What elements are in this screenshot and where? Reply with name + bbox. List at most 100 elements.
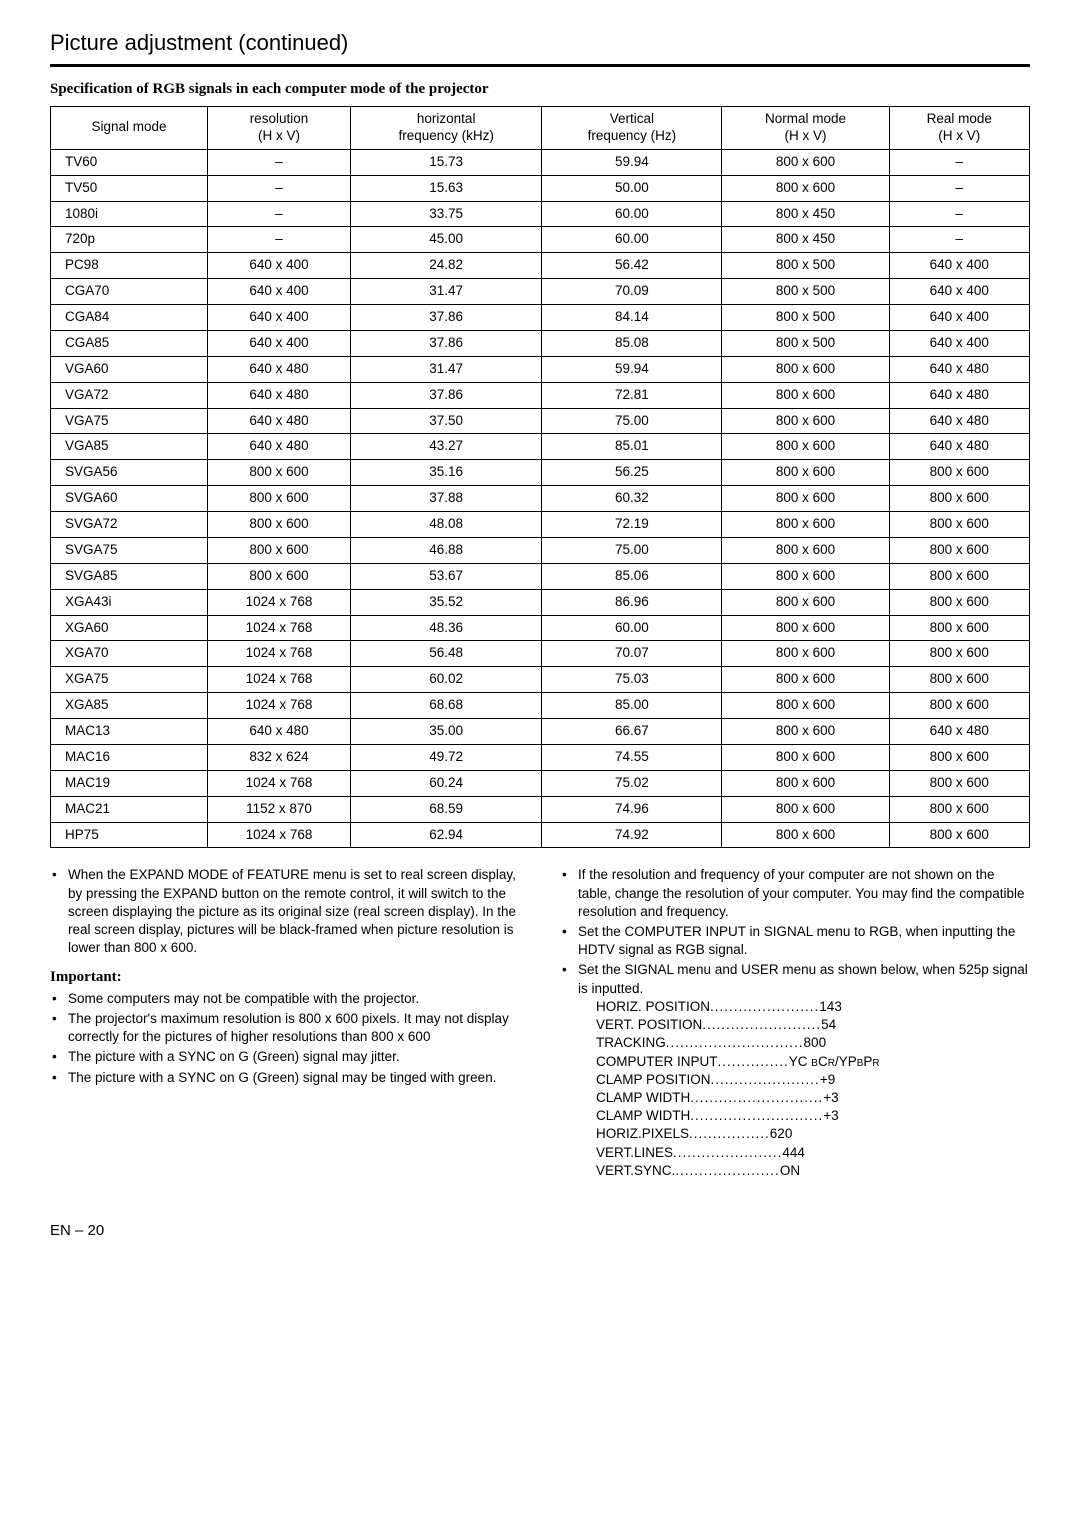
table-cell: 37.88: [350, 486, 541, 512]
table-cell: 15.63: [350, 175, 541, 201]
table-cell: 800 x 500: [722, 305, 889, 331]
settings-row: CLAMP POSITION ....................... +…: [596, 1071, 1030, 1089]
table-cell: 33.75: [350, 201, 541, 227]
table-cell: 1152 x 870: [208, 796, 351, 822]
table-cell: –: [889, 175, 1029, 201]
table-cell: 800 x 600: [722, 537, 889, 563]
table-row: XGA751024 x 76860.0275.03800 x 600800 x …: [51, 667, 1030, 693]
table-cell: 800 x 600: [722, 460, 889, 486]
table-cell: –: [889, 201, 1029, 227]
table-cell: 60.00: [542, 227, 722, 253]
table-cell: VGA60: [51, 356, 208, 382]
settings-row: CLAMP WIDTH ............................…: [596, 1089, 1030, 1107]
important-item: The projector's maximum resolution is 80…: [50, 1010, 520, 1046]
table-cell: 640 x 480: [889, 408, 1029, 434]
table-cell: 800 x 500: [722, 279, 889, 305]
table-cell: 640 x 400: [889, 330, 1029, 356]
table-cell: XGA70: [51, 641, 208, 667]
table-cell: 640 x 480: [889, 434, 1029, 460]
table-cell: 66.67: [542, 719, 722, 745]
table-cell: PC98: [51, 253, 208, 279]
table-header-cell: horizontalfrequency (kHz): [350, 107, 541, 150]
table-cell: 1024 x 768: [208, 822, 351, 848]
table-cell: 800 x 600: [722, 408, 889, 434]
table-cell: 74.96: [542, 796, 722, 822]
table-cell: 48.08: [350, 512, 541, 538]
table-cell: 800 x 600: [722, 563, 889, 589]
table-cell: 800 x 600: [722, 744, 889, 770]
table-cell: 800 x 600: [208, 486, 351, 512]
settings-row: HORIZ. POSITION ....................... …: [596, 998, 1030, 1016]
table-row: PC98640 x 40024.8256.42800 x 500640 x 40…: [51, 253, 1030, 279]
table-cell: 56.48: [350, 641, 541, 667]
table-cell: 800 x 600: [889, 641, 1029, 667]
table-row: MAC16832 x 62449.7274.55800 x 600800 x 6…: [51, 744, 1030, 770]
table-cell: XGA60: [51, 615, 208, 641]
table-cell: 1024 x 768: [208, 770, 351, 796]
table-cell: 640 x 400: [889, 253, 1029, 279]
settings-value: 54: [821, 1016, 836, 1034]
table-row: MAC211152 x 87068.5974.96800 x 600800 x …: [51, 796, 1030, 822]
table-row: SVGA75800 x 60046.8875.00800 x 600800 x …: [51, 537, 1030, 563]
table-row: HP751024 x 76862.9474.92800 x 600800 x 6…: [51, 822, 1030, 848]
table-cell: 85.00: [542, 693, 722, 719]
table-header-cell: Normal mode(H x V): [722, 107, 889, 150]
table-cell: 35.52: [350, 589, 541, 615]
table-cell: 75.00: [542, 408, 722, 434]
signal-spec-table: Signal moderesolution(H x V)horizontalfr…: [50, 106, 1030, 848]
table-cell: 37.86: [350, 305, 541, 331]
settings-row: VERT.LINES ....................... 444: [596, 1144, 1030, 1162]
table-row: TV60–15.7359.94800 x 600–: [51, 149, 1030, 175]
table-cell: 800 x 600: [208, 512, 351, 538]
table-cell: 640 x 480: [208, 719, 351, 745]
table-row: VGA75640 x 48037.5075.00800 x 600640 x 4…: [51, 408, 1030, 434]
table-header-cell: Verticalfrequency (Hz): [542, 107, 722, 150]
table-cell: 800 x 600: [722, 356, 889, 382]
table-cell: 72.81: [542, 382, 722, 408]
table-cell: SVGA85: [51, 563, 208, 589]
page-number: EN – 20: [50, 1222, 1030, 1239]
settings-value: ON: [780, 1162, 800, 1180]
title-rule: [50, 64, 1030, 67]
table-cell: 800 x 600: [722, 770, 889, 796]
table-cell: 640 x 480: [889, 382, 1029, 408]
table-cell: 62.94: [350, 822, 541, 848]
table-cell: 68.68: [350, 693, 541, 719]
important-item: Some computers may not be compatible wit…: [50, 990, 520, 1008]
table-cell: 74.92: [542, 822, 722, 848]
left-bullet-list: When the EXPAND MODE of FEATURE menu is …: [50, 866, 520, 957]
table-row: XGA851024 x 76868.6885.00800 x 600800 x …: [51, 693, 1030, 719]
settings-label: CLAMP POSITION: [596, 1071, 711, 1089]
table-cell: 37.50: [350, 408, 541, 434]
table-cell: 800 x 600: [889, 796, 1029, 822]
table-cell: 640 x 400: [208, 253, 351, 279]
table-cell: CGA70: [51, 279, 208, 305]
table-cell: 56.42: [542, 253, 722, 279]
table-cell: 70.07: [542, 641, 722, 667]
table-cell: 800 x 600: [889, 744, 1029, 770]
table-row: XGA43i1024 x 76835.5286.96800 x 600800 x…: [51, 589, 1030, 615]
settings-label: HORIZ.PIXELS: [596, 1125, 689, 1143]
table-cell: 800 x 600: [889, 589, 1029, 615]
table-cell: VGA75: [51, 408, 208, 434]
table-cell: 46.88: [350, 537, 541, 563]
table-header: Signal moderesolution(H x V)horizontalfr…: [51, 107, 1030, 150]
table-cell: 640 x 480: [208, 382, 351, 408]
settings-row: HORIZ.PIXELS ................. 620: [596, 1125, 1030, 1143]
table-cell: 800 x 600: [722, 641, 889, 667]
table-cell: 31.47: [350, 279, 541, 305]
table-cell: 800 x 600: [889, 822, 1029, 848]
settings-dots: ......................: [675, 1162, 780, 1180]
table-cell: 75.00: [542, 537, 722, 563]
settings-dots: .......................: [673, 1144, 782, 1162]
table-row: CGA85640 x 40037.8685.08800 x 500640 x 4…: [51, 330, 1030, 356]
page-title: Picture adjustment (continued): [50, 30, 1030, 56]
settings-row: VERT.SYNC. ...................... ON: [596, 1162, 1030, 1180]
table-row: VGA72640 x 48037.8672.81800 x 600640 x 4…: [51, 382, 1030, 408]
table-cell: 800 x 600: [889, 770, 1029, 796]
settings-dots: .................: [689, 1125, 770, 1143]
settings-value: 444: [782, 1144, 805, 1162]
table-cell: 640 x 480: [208, 408, 351, 434]
table-cell: 640 x 480: [208, 434, 351, 460]
table-row: XGA701024 x 76856.4870.07800 x 600800 x …: [51, 641, 1030, 667]
